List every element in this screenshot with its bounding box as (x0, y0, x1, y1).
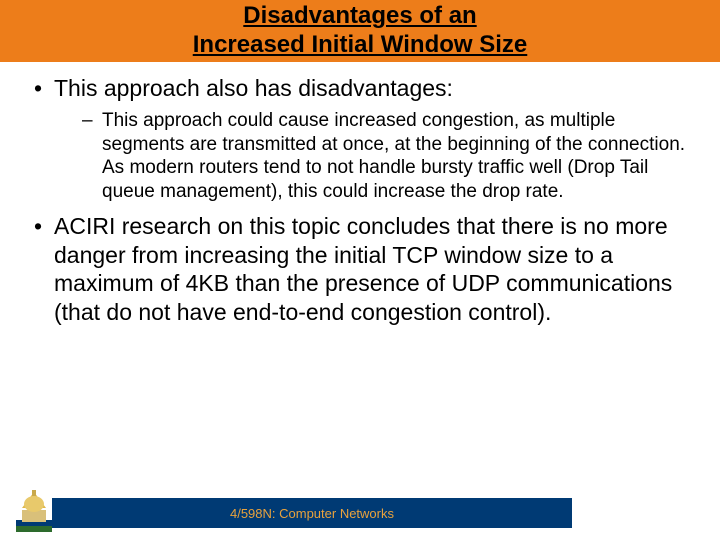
bullet-text: ACIRI research on this topic concludes t… (54, 213, 672, 325)
slide-title: Disadvantages of an Increased Initial Wi… (193, 2, 528, 60)
university-dome-logo-icon (16, 490, 52, 532)
title-bar: Disadvantages of an Increased Initial Wi… (0, 0, 720, 62)
footer-bar: 4/598N: Computer Networks (52, 498, 572, 528)
footer-label: 4/598N: Computer Networks (230, 506, 394, 521)
sub-bullet-text: This approach could cause increased cong… (102, 110, 685, 202)
slide-footer: 4/598N: Computer Networks (0, 490, 720, 532)
title-line-2: Increased Initial Window Size (193, 31, 528, 58)
bullet-item: This approach also has disadvantages: Th… (34, 74, 700, 204)
sub-bullet-item: This approach could cause increased cong… (82, 109, 700, 204)
bullet-item: ACIRI research on this topic concludes t… (34, 212, 700, 327)
bullet-text: This approach also has disadvantages: (54, 75, 453, 101)
slide-body: This approach also has disadvantages: Th… (0, 62, 720, 327)
title-line-1: Disadvantages of an (243, 2, 476, 29)
